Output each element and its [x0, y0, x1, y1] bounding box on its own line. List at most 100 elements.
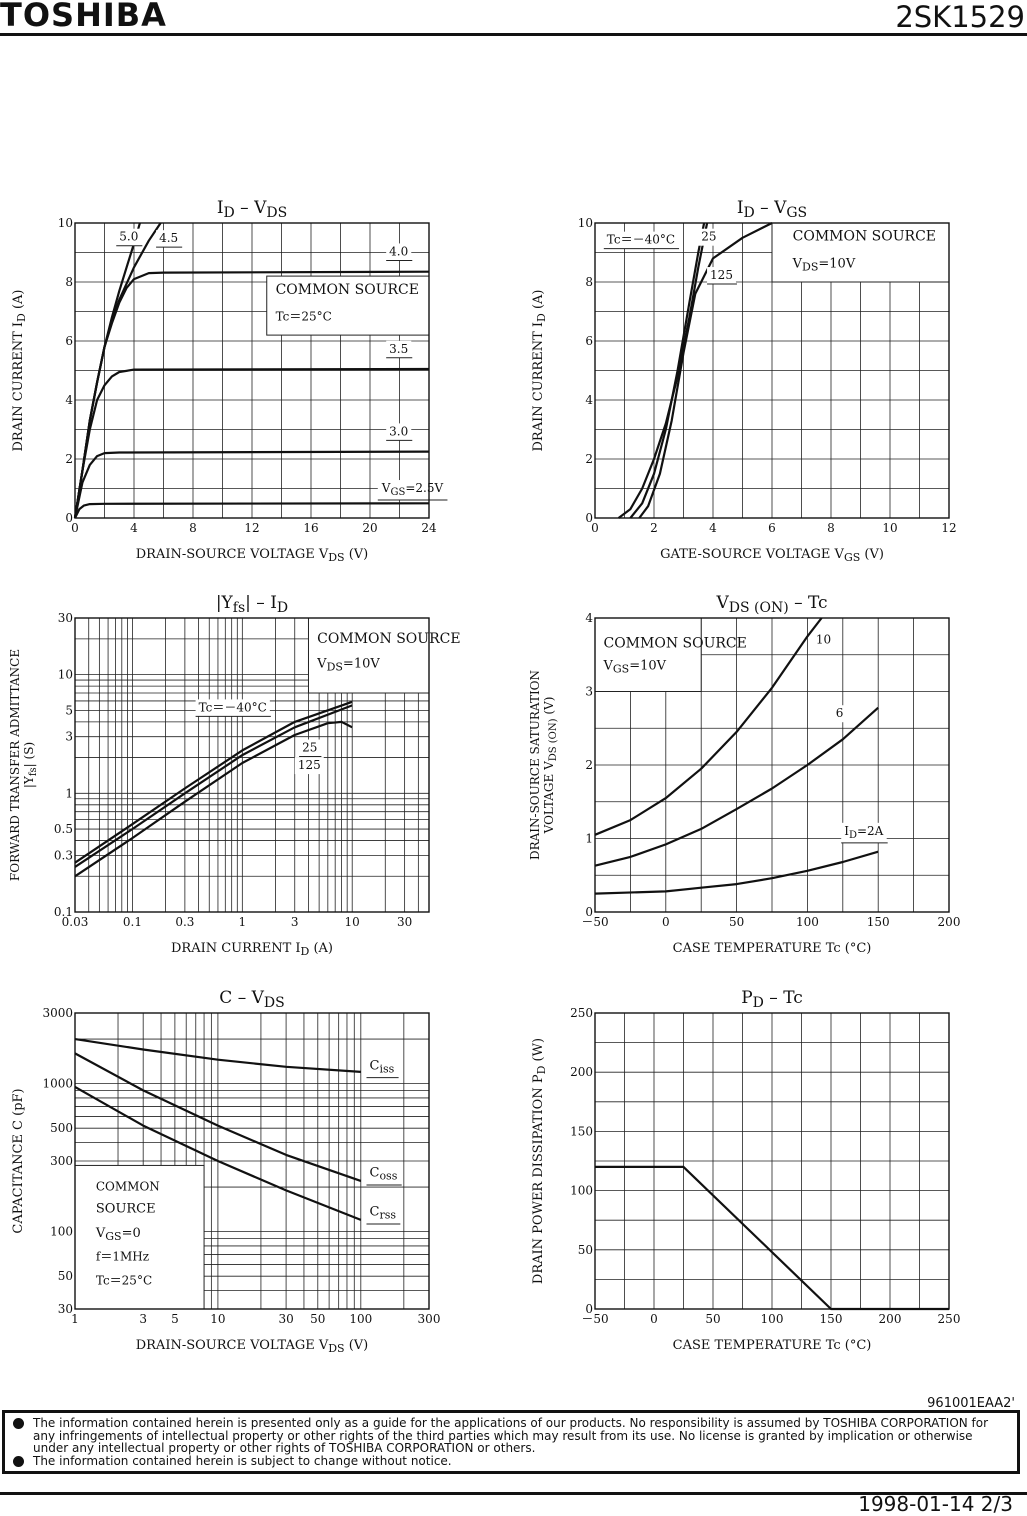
y-axis-label: DRAIN-SOURCE SATURATION — [528, 670, 542, 860]
x-tick-label: 150 — [867, 915, 890, 929]
y-tick-label: 1 — [585, 832, 593, 846]
x-tick-label: 10 — [345, 915, 360, 929]
legend-text: Tc＝25°C — [96, 1273, 152, 1287]
y-tick-label: 3 — [585, 685, 593, 699]
y-tick-label: 3000 — [42, 1006, 73, 1020]
y-tick-label: 2 — [585, 758, 593, 772]
x-tick-label: 1 — [71, 1312, 79, 1326]
chart-id-vgs: COMMON SOURCE VDS=10V Tc＝－40°C 25 125 0 2 4 6 8 10… — [531, 198, 957, 564]
chart-title: PD – Tc — [741, 988, 803, 1011]
y-axis-label: DRAIN CURRENT ID (A) — [11, 289, 28, 451]
curve-label: Tc＝－40°C — [607, 233, 675, 247]
header-rule — [0, 33, 1027, 36]
series-line-crss — [74, 1085, 362, 1221]
x-axis-label: DRAIN CURRENT ID (A) — [171, 941, 333, 958]
y-tick-label: 50 — [578, 1243, 593, 1257]
y-axis-label-line2: VOLTAGE VDS (ON) (V) — [542, 697, 559, 835]
curve-label: 125 — [710, 268, 733, 282]
x-tick-label: 0 — [591, 521, 599, 535]
series-line-tc-40 — [617, 222, 709, 519]
x-tick-label: 200 — [938, 915, 961, 929]
curve-label: 3.5 — [389, 342, 408, 356]
curve-label-bg — [299, 739, 321, 757]
notice-item-1: The information contained herein is pres… — [11, 1417, 1011, 1455]
notice-text-2: The information contained herein is subj… — [33, 1453, 452, 1468]
x-tick-label: 200 — [879, 1312, 902, 1326]
x-tick-label: 100 — [761, 1312, 784, 1326]
curve-label: 3.0 — [389, 424, 408, 438]
curve-label: 10 — [816, 633, 831, 647]
curve-label-bg — [386, 423, 412, 441]
x-tick-label: 50 — [310, 1312, 325, 1326]
series-line-id-2 — [594, 850, 879, 895]
curve-label: Crss — [369, 1205, 396, 1222]
series-line-tc-25 — [74, 704, 353, 868]
x-tick-label: 8 — [189, 521, 197, 535]
x-tick-label: 16 — [303, 521, 318, 535]
plot-frame — [74, 617, 430, 913]
y-tick-label: 4 — [585, 611, 593, 625]
y-tick-label: 2 — [585, 452, 593, 466]
legend-text: VDS=10V — [316, 656, 380, 673]
curve-label-bg — [386, 340, 412, 358]
x-axis-label: DRAIN-SOURCE VOLTAGE VDS (V) — [136, 547, 369, 564]
y-tick-label: 300 — [50, 1154, 73, 1168]
x-tick-label: 24 — [421, 521, 437, 535]
x-tick-label: 4 — [709, 521, 717, 535]
chart-title: C – VDS — [219, 988, 284, 1011]
x-axis-label: GATE-SOURCE VOLTAGE VGS (V) — [660, 547, 884, 564]
legend-text: SOURCE — [96, 1201, 156, 1216]
footer-rule — [0, 1492, 1027, 1495]
bullet-icon — [13, 1455, 24, 1467]
y-tick-label: 1 — [65, 786, 73, 800]
notice-text-1: The information contained herein is pres… — [33, 1416, 989, 1455]
document-code: 961001EAA2' — [927, 1396, 1015, 1411]
curve-label: Coss — [369, 1166, 397, 1183]
y-tick-label: 4 — [585, 393, 593, 407]
curve-label-bg — [366, 1057, 398, 1078]
y-tick-label: 100 — [50, 1225, 73, 1239]
x-tick-label: 0.03 — [62, 915, 89, 929]
x-tick-label: 150 — [820, 1312, 843, 1326]
notice-item-2: The information contained herein is subj… — [11, 1453, 1011, 1468]
x-tick-label: 50 — [729, 915, 744, 929]
legend-text: VDS=10V — [792, 256, 856, 273]
series-line-ciss — [74, 1038, 361, 1073]
y-tick-label: 6 — [65, 334, 73, 348]
x-tick-label: 0.3 — [175, 915, 194, 929]
x-tick-label: 250 — [938, 1312, 961, 1326]
curve-label-bg — [698, 228, 720, 246]
series-line-vgs-3-0 — [73, 450, 430, 519]
curve-label-bg — [156, 230, 182, 248]
y-tick-label: 0 — [585, 511, 593, 525]
curve-label-bg — [841, 822, 887, 843]
x-tick-label: 1 — [239, 915, 247, 929]
x-tick-label: 12 — [244, 521, 259, 535]
x-tick-label: 8 — [827, 521, 835, 535]
x-axis-label: CASE TEMPERATURE Tc (°C) — [673, 1338, 872, 1353]
plot-frame — [74, 222, 430, 519]
x-axis-label: CASE TEMPERATURE Tc (°C) — [673, 941, 872, 956]
x-tick-label: 12 — [941, 521, 956, 535]
curve-label-bg — [707, 267, 736, 285]
y-tick-label: 100 — [570, 1184, 593, 1198]
plot-frame — [594, 222, 950, 519]
series-line-tc-40 — [74, 700, 353, 864]
legend-text: Tc＝25°C — [276, 309, 332, 323]
legend-box — [266, 275, 430, 336]
x-tick-label: 30 — [397, 915, 412, 929]
y-tick-label: 0.5 — [54, 822, 73, 836]
curve-label-bg — [366, 1203, 400, 1225]
y-axis-label-line2: |Yfs| (S) — [22, 742, 39, 788]
x-tick-label: 30 — [278, 1312, 293, 1326]
legend-box — [771, 222, 950, 283]
curve-label-bg — [195, 699, 270, 717]
series-line-id-10 — [594, 617, 823, 836]
plot-frame — [594, 1012, 950, 1310]
plot-frame — [594, 617, 950, 913]
curve-label-bg — [366, 1164, 401, 1185]
x-tick-label: －50 — [581, 915, 608, 929]
y-axis-label: DRAIN POWER DISSIPATION PD (W) — [531, 1038, 548, 1284]
series-line-id-6 — [594, 706, 879, 867]
